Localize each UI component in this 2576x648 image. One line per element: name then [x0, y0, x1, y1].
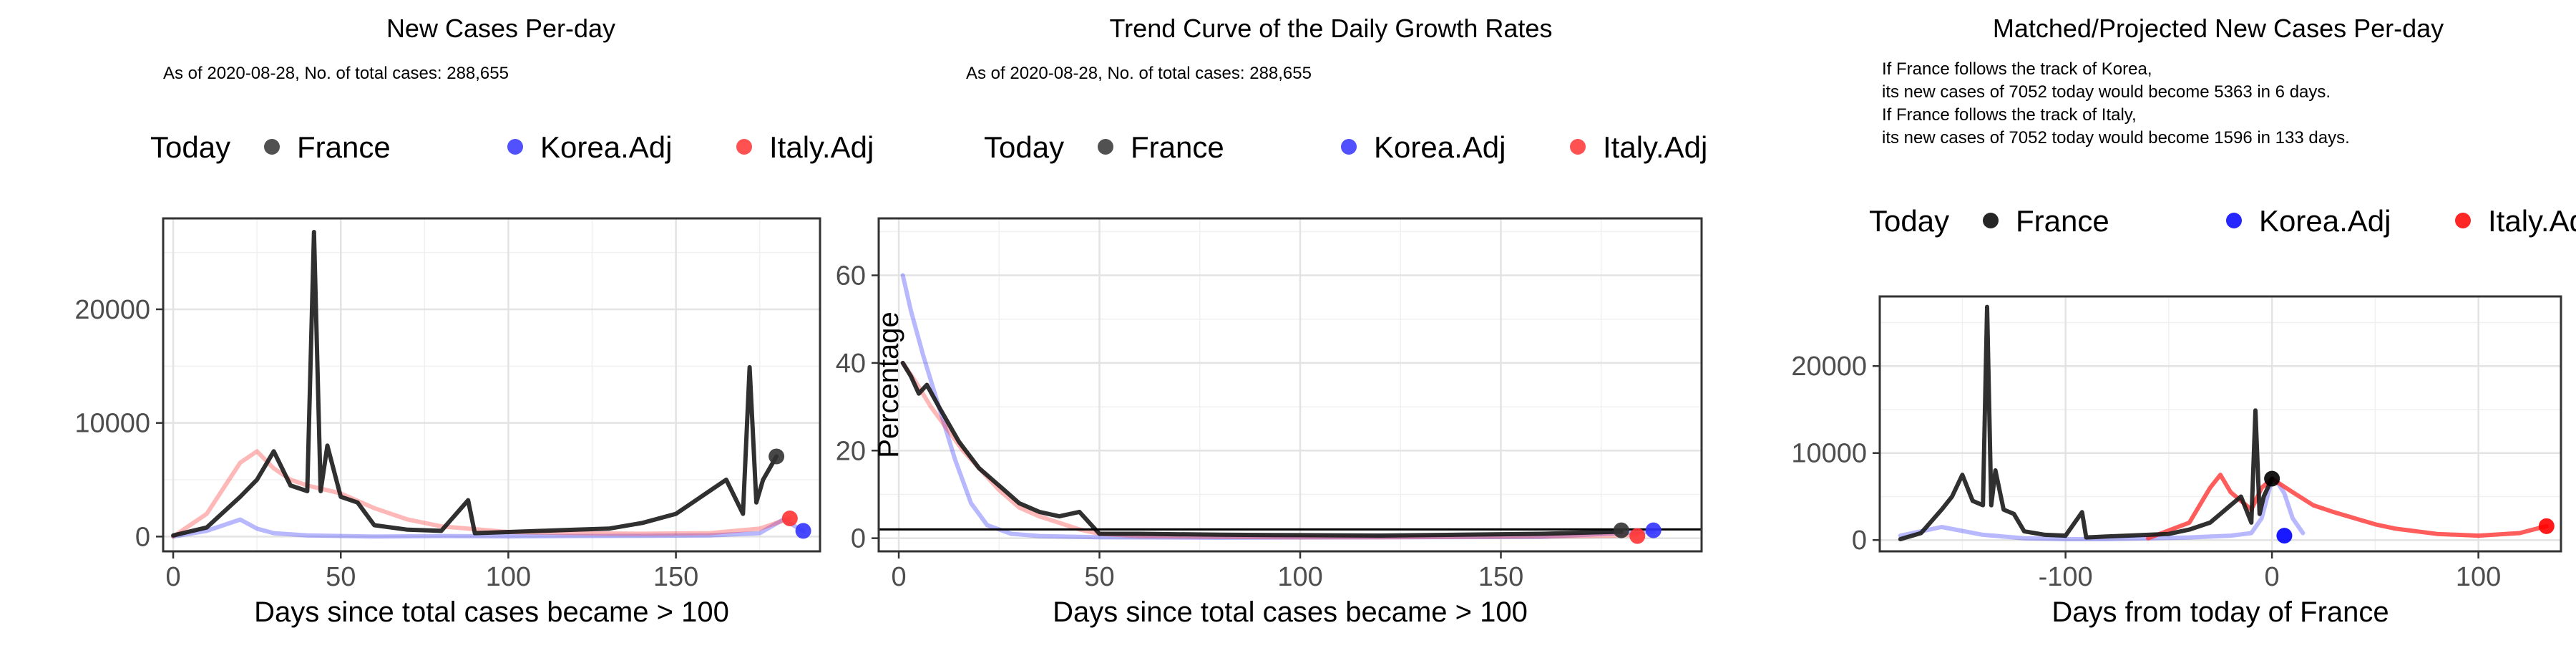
legend-marker-korea-adj [2226, 213, 2242, 228]
legend-label-france: France [2016, 204, 2109, 238]
today-point-italy-adj [1629, 528, 1646, 544]
x-tick-label: 150 [1478, 562, 1523, 592]
chart-legend: Today France Korea.Adj Italy.Adj [1869, 204, 2576, 238]
legend-label-italy-adj: Italy.Adj [1603, 130, 1707, 164]
series-group [171, 230, 806, 539]
chart-title: New Cases Per-day [386, 14, 615, 43]
x-axis-title: Days since total cases became > 100 [254, 596, 729, 628]
x-tick-label: 0 [2265, 562, 2280, 592]
y-tick-label: 20 [836, 436, 866, 466]
x-tick-label: 50 [326, 562, 356, 592]
today-point-italy-adj [781, 510, 798, 526]
x-tick-label: 100 [1277, 562, 1322, 592]
today-point-france [769, 448, 785, 465]
x-tick-label: 150 [653, 562, 698, 592]
y-axis-title: Percentage [873, 311, 904, 458]
y-tick-label: 0 [135, 522, 150, 552]
plot-border [877, 217, 1703, 553]
legend-label-france: France [1131, 130, 1224, 164]
chart-panel-1: New Cases Per-day As of 2020-08-28, No. o… [74, 14, 874, 628]
x-tick-label: -100 [2039, 562, 2093, 592]
chart-panel-2: Trend Curve of the Daily Growth Rates As … [836, 14, 1708, 628]
y-tick-label: 0 [1852, 526, 1867, 556]
y-tick-label: 60 [836, 261, 866, 291]
chart-panel-3: Matched/Projected New Cases Per-day If Fr… [1791, 14, 2576, 628]
chart-title: Matched/Projected New Cases Per-day [1993, 14, 2444, 43]
today-point-france [1613, 522, 1629, 538]
chart-subtitle: As of 2020-08-28, No. of total cases: 28… [163, 64, 509, 83]
chart-title: Trend Curve of the Daily Growth Rates [1110, 14, 1553, 43]
x-tick-label: 0 [165, 562, 180, 592]
legend-label-korea-adj: Korea.Adj [540, 130, 672, 164]
today-point-korea-adj [795, 523, 811, 539]
plot-border [1878, 295, 2562, 553]
x-tick-label: 0 [891, 562, 906, 592]
series-line-italy-adj [2146, 473, 2549, 541]
y-tick-label: 0 [851, 524, 866, 554]
x-tick-label: 50 [1084, 562, 1114, 592]
x-tick-label: 100 [486, 562, 531, 592]
x-axis-title: Days since total cases became > 100 [1053, 596, 1528, 628]
series-line-france [171, 230, 779, 538]
legend-marker-italy-adj [1570, 139, 1586, 155]
today-point-korea-adj [1645, 522, 1662, 538]
x-axis-title: Days from today of France [2051, 596, 2389, 628]
legend-marker-italy-adj [2455, 213, 2471, 228]
chart-legend: Today France Korea.Adj Italy.Adj [150, 130, 874, 164]
series-line-france [1898, 304, 2275, 541]
y-tick-label: 10000 [1791, 439, 1867, 469]
series-line-france [900, 360, 1624, 538]
plot-area [163, 218, 820, 551]
today-point-france [2264, 470, 2280, 487]
legend-label-italy-adj: Italy.Adj [769, 130, 874, 164]
series-line-korea-adj [171, 517, 806, 539]
legend-marker-france [1098, 139, 1113, 155]
plot-area [879, 218, 1702, 551]
y-tick-label: 20000 [1791, 352, 1867, 382]
legend-label-korea-adj: Korea.Adj [2259, 204, 2391, 238]
legend-label-france: France [297, 130, 391, 164]
legend-marker-korea-adj [1341, 139, 1357, 155]
y-tick-label: 10000 [74, 409, 150, 439]
chart-note-3: If France follows the track of Italy, [1882, 105, 2137, 125]
series-group [1898, 304, 2549, 541]
legend-title: Today [150, 130, 230, 164]
legend-title: Today [1869, 204, 1949, 238]
legend-label-italy-adj: Italy.Adj [2488, 204, 2576, 238]
chart-legend: Today France Korea.Adj Italy.Adj [984, 130, 1707, 164]
today-point-italy-adj [2538, 518, 2555, 534]
series-line-italy-adj [171, 449, 792, 539]
series-line-korea-adj [1898, 477, 2306, 541]
chart-note-4: its new cases of 7052 today would become… [1882, 128, 2350, 148]
today-point-korea-adj [2276, 528, 2293, 544]
legend-marker-france [264, 139, 280, 155]
legend-label-korea-adj: Korea.Adj [1374, 130, 1506, 164]
chart-subtitle: As of 2020-08-28, No. of total cases: 28… [966, 64, 1312, 83]
chart-note-2: its new cases of 7052 today would become… [1882, 82, 2331, 102]
plot-border [162, 217, 821, 553]
y-tick-label: 40 [836, 349, 866, 379]
chart-note-1: If France follows the track of Korea, [1882, 59, 2152, 79]
legend-marker-france [1983, 213, 1999, 228]
y-tick-label: 20000 [74, 295, 150, 325]
legend-title: Today [984, 130, 1064, 164]
x-tick-label: 100 [2456, 562, 2501, 592]
legend-marker-italy-adj [736, 139, 752, 155]
plot-area [1880, 296, 2561, 551]
legend-marker-korea-adj [507, 139, 523, 155]
